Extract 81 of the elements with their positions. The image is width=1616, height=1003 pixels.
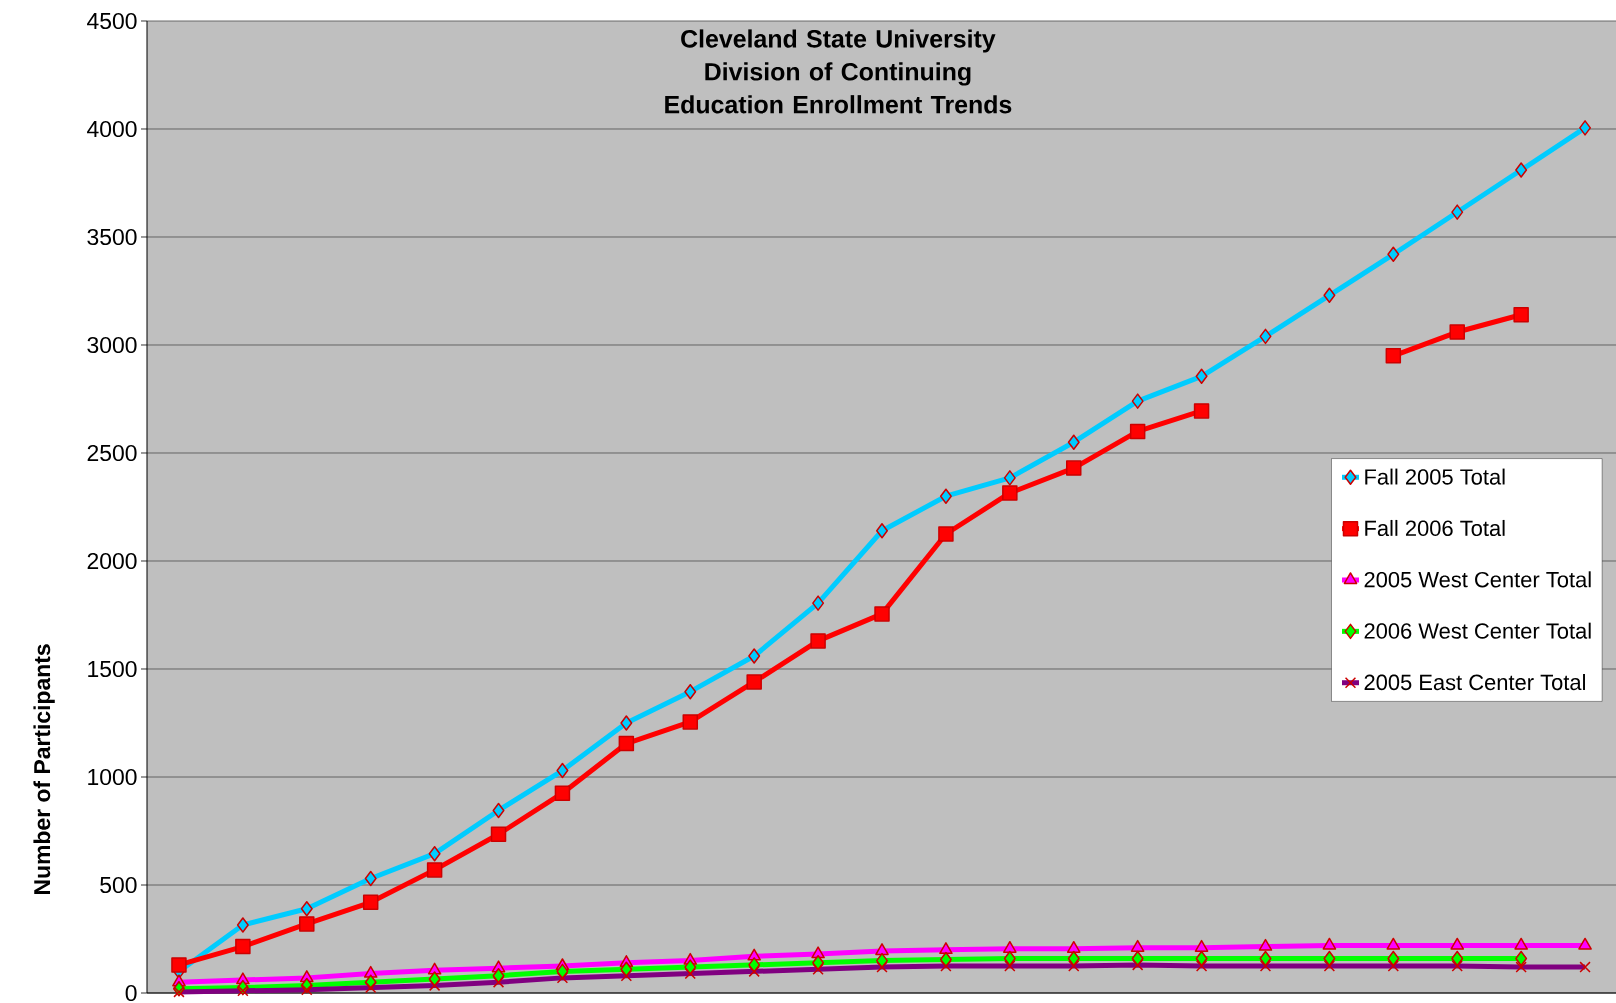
y-tick-label: 2500: [87, 444, 137, 462]
point: [1387, 246, 1400, 263]
legend-label: Fall 2005 Total: [1365, 468, 1505, 485]
point: [1194, 939, 1209, 952]
point: [1193, 403, 1210, 419]
legend-label: Fall 2006 Total: [1365, 519, 1505, 537]
point: [746, 674, 762, 690]
point: [1515, 950, 1528, 967]
point: [1129, 423, 1146, 440]
point: [1515, 162, 1528, 178]
point: [299, 916, 315, 932]
point: [490, 826, 507, 842]
point: [1578, 937, 1592, 950]
point: [1066, 460, 1082, 476]
point: [1195, 950, 1208, 967]
point: [1449, 324, 1465, 340]
point: [1002, 485, 1018, 501]
legend-label: 2005 West Center Total: [1364, 571, 1591, 588]
point: [1451, 950, 1464, 967]
y-tick-label: 4000: [87, 120, 137, 138]
point: [171, 957, 187, 973]
point: [554, 785, 571, 801]
text: Division of Continuing Education Enrollment Trends: [665, 62, 1012, 114]
point: [1451, 204, 1464, 220]
point: [1259, 328, 1272, 345]
point: [1323, 950, 1336, 967]
point: [1450, 937, 1465, 950]
point: [1322, 937, 1337, 950]
point: [1387, 950, 1400, 967]
point: [1195, 368, 1208, 385]
point: [1514, 937, 1528, 950]
point: [556, 762, 569, 779]
point: [876, 523, 889, 539]
point: [1003, 940, 1017, 953]
chart-title: Cleveland State University: [681, 29, 996, 53]
point: [618, 735, 635, 752]
point: [1066, 940, 1081, 953]
point: [748, 648, 761, 664]
point: [875, 943, 889, 956]
y-tick-label: 1000: [88, 768, 137, 786]
point: [1513, 307, 1529, 323]
point: [1323, 287, 1336, 304]
point: [300, 901, 313, 917]
point: [1385, 348, 1402, 364]
point: [939, 488, 952, 504]
y-tick-label: 2000: [87, 552, 137, 570]
legend-label: 2006 West Center Total: [1364, 622, 1591, 639]
y-tick-label: 4500: [87, 12, 137, 30]
point: [1067, 434, 1080, 450]
y-tick-label: 3000: [87, 336, 137, 354]
point: [1067, 950, 1080, 967]
point: [235, 938, 251, 955]
point: [1579, 120, 1592, 136]
point: [428, 845, 441, 862]
point: [426, 862, 443, 878]
point: [364, 870, 377, 887]
point: [939, 942, 953, 955]
point: [682, 714, 699, 730]
point: [363, 965, 378, 978]
point: [1131, 393, 1144, 409]
y-axis-title: Number of Participants: [33, 644, 55, 894]
point: [812, 595, 825, 611]
point: [1386, 937, 1401, 950]
point: [684, 683, 697, 700]
y-tick-label: 1500: [88, 660, 137, 678]
point: [1258, 938, 1273, 951]
point: [1130, 939, 1145, 952]
legend-label: 2005 East Center Total: [1364, 674, 1585, 691]
y-tick-label: 0: [125, 984, 137, 1002]
point: [1003, 470, 1016, 486]
point: [1259, 950, 1272, 967]
y-tick-label: 500: [100, 876, 137, 894]
point: [874, 606, 890, 622]
point: [938, 526, 954, 542]
y-tick-label: 3500: [87, 228, 137, 246]
point: [1003, 950, 1016, 967]
point: [620, 715, 633, 731]
point: [810, 633, 826, 649]
point: [362, 894, 379, 911]
point: [492, 802, 505, 819]
point: [236, 917, 249, 933]
